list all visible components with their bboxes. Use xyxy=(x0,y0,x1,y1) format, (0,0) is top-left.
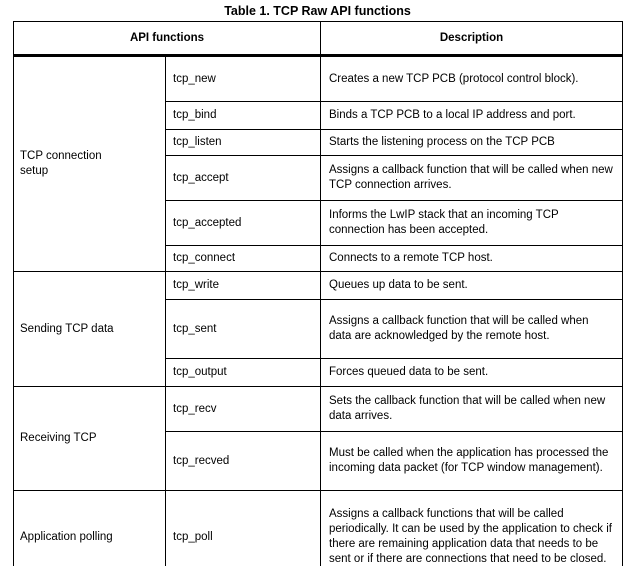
table-row: TCP connection setup tcp_new Creates a n… xyxy=(13,55,623,272)
table-row: tcp_bind Binds a TCP PCB to a local IP a… xyxy=(14,101,623,130)
header-row: API functions Description xyxy=(13,21,623,57)
function-cell: tcp_recv xyxy=(165,386,321,432)
table-row: tcp_connect Connects to a remote TCP hos… xyxy=(14,245,623,272)
function-cell: tcp_accepted xyxy=(165,200,321,246)
description-cell: Assigns a callback function that will be… xyxy=(320,155,623,201)
table-row: tcp_accept Assigns a callback function t… xyxy=(14,155,623,201)
description-cell: Assigns a callback functions that will b… xyxy=(320,490,623,566)
group-cell-receiving-tcp: Receiving TCP xyxy=(13,386,166,491)
header-description: Description xyxy=(320,21,623,57)
group-label: TCP connection setup xyxy=(20,150,102,177)
description-cell: Sets the callback function that will be … xyxy=(320,386,623,432)
table-row: Receiving TCP tcp_recv Sets the callback… xyxy=(13,386,623,491)
function-cell: tcp_sent xyxy=(165,299,321,359)
description-cell: Binds a TCP PCB to a local IP address an… xyxy=(320,101,623,130)
table-row: Sending TCP data tcp_write Queues up dat… xyxy=(13,271,623,387)
function-cell: tcp_poll xyxy=(165,490,321,566)
function-cell: tcp_write xyxy=(165,271,321,300)
table-title: Table 1. TCP Raw API functions xyxy=(224,4,411,18)
function-cell: tcp_output xyxy=(165,358,321,387)
group-label: Application polling xyxy=(20,530,113,543)
function-cell: tcp_bind xyxy=(165,101,321,130)
table-header: API functions Description xyxy=(13,21,623,57)
group-cell-application-polling: Application polling xyxy=(13,490,166,566)
table-row: tcp_accepted Informs the LwIP stack that… xyxy=(14,200,623,246)
description-cell: Starts the listening process on the TCP … xyxy=(320,129,623,156)
group-cell-tcp-connection-setup: TCP connection setup xyxy=(13,55,166,272)
description-cell: Must be called when the application has … xyxy=(320,431,623,491)
description-cell: Connects to a remote TCP host. xyxy=(320,245,623,272)
header-api-functions: API functions xyxy=(13,21,321,57)
function-cell: tcp_recved xyxy=(165,431,321,491)
group-label: Receiving TCP xyxy=(20,432,97,444)
group-label: Sending TCP data xyxy=(20,322,114,335)
description-cell: Queues up data to be sent. xyxy=(320,271,623,300)
function-cell: tcp_new xyxy=(165,55,321,102)
table-row: Application polling tcp_poll Assigns a c… xyxy=(13,490,623,566)
function-cell: tcp_connect xyxy=(165,245,321,272)
api-functions-table: API functions Description TCP connection… xyxy=(13,21,623,566)
table-row: tcp_recved Must be called when the appli… xyxy=(14,431,623,491)
description-cell: Informs the LwIP stack that an incoming … xyxy=(320,200,623,246)
function-cell: tcp_listen xyxy=(165,129,321,156)
function-cell: tcp_accept xyxy=(165,155,321,201)
description-cell: Creates a new TCP PCB (protocol control … xyxy=(320,55,623,102)
table-row: tcp_listen Starts the listening process … xyxy=(14,129,623,156)
description-cell: Assigns a callback function that will be… xyxy=(320,299,623,359)
group-cell-sending-tcp-data: Sending TCP data xyxy=(13,271,166,387)
description-cell: Forces queued data to be sent. xyxy=(320,358,623,387)
